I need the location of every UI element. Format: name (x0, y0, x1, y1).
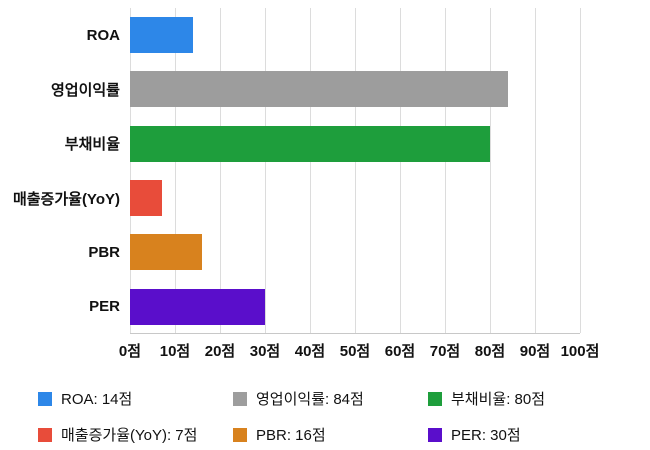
x-tick-label: 70점 (429, 343, 461, 360)
legend-label: ROA: 14점 (61, 391, 133, 408)
gridline (130, 8, 131, 333)
bar-track (130, 234, 580, 271)
category-label: 부채비율 (64, 136, 120, 154)
category-label: 매출증가율(YoY) (12, 190, 120, 208)
legend-item: 영업이익률: 84점 (233, 388, 428, 409)
bar (130, 71, 508, 108)
bar-row: 부채비율 (0, 117, 580, 171)
bar-track (130, 125, 580, 162)
bar-track (130, 180, 580, 217)
gridline (310, 8, 311, 333)
x-tick-label: 90점 (519, 343, 551, 360)
legend-label: 매출증가율(YoY): 7점 (61, 427, 198, 444)
legend-item: 부채비율: 80점 (428, 388, 628, 409)
legend-item: PER: 30점 (428, 424, 628, 445)
legend-swatch (38, 391, 52, 406)
x-tick-label: 100점 (560, 343, 600, 360)
gridline (580, 8, 581, 333)
bar-row: 매출증가율(YoY) (0, 171, 580, 225)
legend-swatch (428, 391, 442, 406)
bar-track (130, 288, 580, 325)
x-tick-label: 80점 (474, 343, 506, 360)
bar (130, 180, 162, 217)
legend-label: PBR: 16점 (256, 427, 326, 444)
x-tick-label: 30점 (249, 343, 281, 360)
legend-swatch (233, 427, 247, 442)
gridline (400, 8, 401, 333)
x-axis: 0점 10점 20점 30점 40점 50점 60점 70점 80점 90점 100점 (119, 340, 599, 362)
legend-swatch (428, 427, 442, 442)
x-tick-label: 20점 (204, 343, 236, 360)
bar (130, 234, 202, 271)
bar (130, 288, 265, 325)
bar-track (130, 17, 580, 54)
gridline (265, 8, 266, 333)
category-label: ROA (86, 26, 120, 44)
gridline (445, 8, 446, 333)
gridline (535, 8, 536, 333)
x-tick-label: 10점 (159, 343, 191, 360)
legend-item: PBR: 16점 (233, 424, 428, 445)
bar-row: ROA (0, 8, 580, 62)
legend-label: 영업이익률: 84점 (256, 391, 364, 408)
bar (130, 17, 193, 54)
bar-row: PBR (0, 225, 580, 279)
bar (130, 125, 490, 162)
legend-label: 부채비율: 80점 (451, 391, 546, 408)
gridline (355, 8, 356, 333)
category-label: 영업이익률 (50, 81, 120, 99)
grid-layer (130, 8, 581, 334)
legend-label: PER: 30점 (451, 427, 521, 444)
category-label: PBR (88, 243, 120, 261)
bar-row: 영업이익률 (0, 62, 580, 116)
x-tick-label: 40점 (294, 343, 326, 360)
gridline (220, 8, 221, 333)
x-tick-label: 60점 (384, 343, 416, 360)
gridline (175, 8, 176, 333)
x-tick-label: 0점 (118, 343, 142, 360)
legend-item: ROA: 14점 (38, 388, 233, 409)
x-tick-label: 50점 (339, 343, 371, 360)
legend-swatch (38, 427, 52, 442)
legend-item: 매출증가율(YoY): 7점 (38, 424, 233, 445)
gridline (490, 8, 491, 333)
bar-row: PER (0, 280, 580, 334)
category-label: PER (89, 298, 120, 316)
legend-swatch (233, 391, 247, 406)
bar-track (130, 71, 580, 108)
